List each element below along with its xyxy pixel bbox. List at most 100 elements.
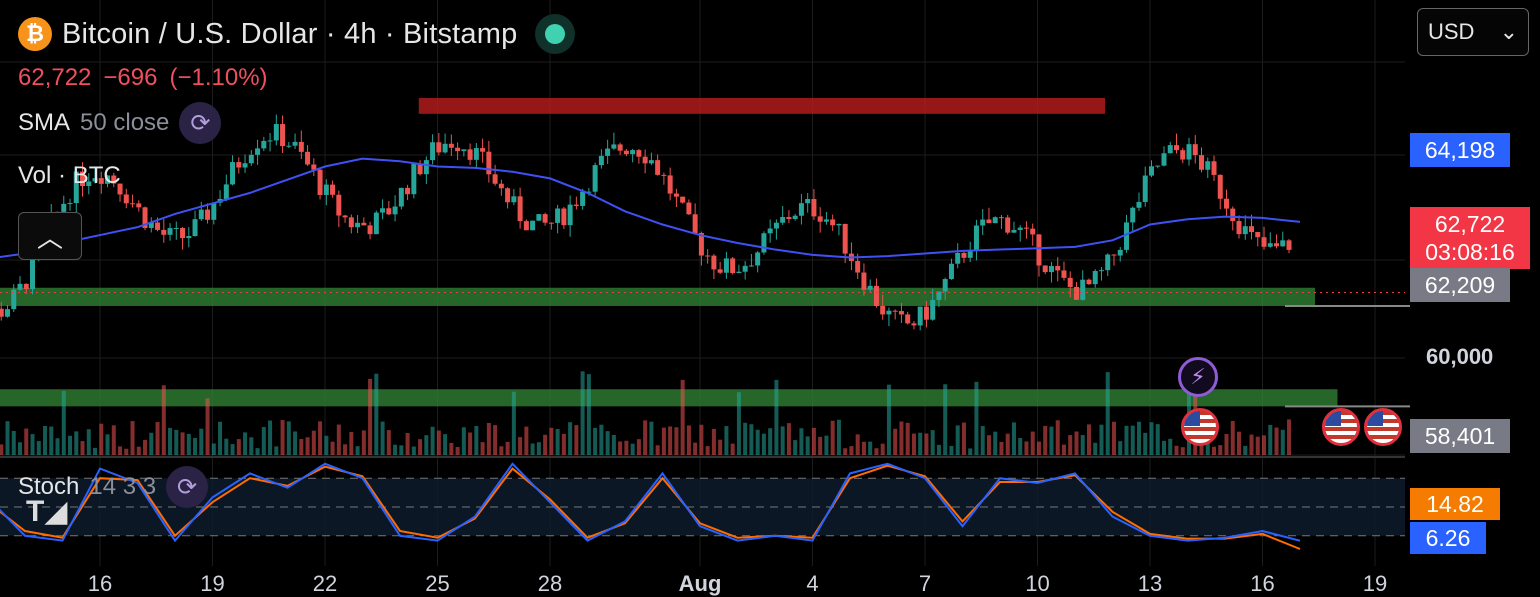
sma-name: SMA (18, 109, 71, 136)
candle-body (905, 314, 911, 324)
candle-body (786, 217, 792, 219)
candle-body (1017, 227, 1023, 230)
volume-bar (568, 422, 573, 455)
symbol-header[interactable]: ₿ Bitcoin / U.S. Dollar · 4h · Bitstamp (18, 14, 576, 54)
volume-bar (868, 441, 873, 455)
volume-bar (811, 427, 816, 455)
stoch-indicator-legend[interactable]: Stoch 14 3 3 ⟳ (18, 466, 209, 508)
market-open-icon[interactable] (535, 14, 576, 54)
volume-bar (724, 426, 729, 455)
candle-body (148, 222, 154, 228)
candle-body (167, 228, 173, 235)
volume-bar (0, 444, 4, 455)
candle-body (580, 191, 586, 206)
volume-bar (849, 446, 854, 455)
volume-bar (1068, 435, 1073, 455)
volume-bar (699, 424, 704, 455)
volume-bar (361, 430, 366, 455)
candle-body (623, 150, 629, 155)
volume-bar (911, 433, 916, 455)
candle-body (780, 217, 786, 223)
volume-bar (686, 425, 691, 455)
candle-body (980, 219, 986, 226)
candle-body (1255, 232, 1261, 238)
candle-body (680, 196, 686, 203)
candle-body (842, 223, 848, 254)
candle-body (117, 183, 123, 195)
candle-body (11, 289, 17, 310)
volume-bar (780, 426, 785, 455)
volume-indicator-legend[interactable]: Vol · BTC (18, 162, 121, 190)
volume-bar (968, 448, 973, 455)
currency-select[interactable]: USD ⌄ (1417, 8, 1529, 56)
us-flag-icon[interactable] (1322, 408, 1360, 446)
candle-body (336, 194, 342, 216)
candle-body (1123, 222, 1129, 250)
volume-bar (755, 429, 760, 455)
volume-bar (936, 444, 941, 455)
volume-bar (5, 421, 10, 455)
candle-body (461, 149, 467, 152)
candle-body (261, 140, 267, 149)
x-tick-label: 16 (87, 571, 113, 596)
volume-bar (30, 434, 35, 455)
candle-body (923, 306, 929, 320)
last-price: 62,722 (18, 64, 92, 91)
candle-body (86, 181, 92, 186)
stoch-k-tag: 14.82 (1410, 488, 1500, 520)
volume-bar (449, 442, 454, 455)
chevron-down-icon: ⌄ (1499, 19, 1518, 44)
lightning-icon[interactable]: ⚡ (1178, 357, 1218, 397)
stoch-params: 14 3 3 (89, 473, 157, 500)
volume-bar (555, 429, 560, 455)
volume-bar (599, 424, 604, 455)
volume-bar (1218, 445, 1223, 455)
volume-bar (1180, 447, 1185, 455)
volume-bar (486, 422, 491, 455)
us-flag-icon[interactable] (1181, 408, 1219, 446)
volume-bar (730, 443, 735, 455)
candle-body (630, 150, 636, 155)
volume-bar (774, 379, 779, 455)
zones (0, 98, 1410, 408)
volume-bar (111, 425, 116, 455)
collapse-legend-button[interactable]: ︿ (18, 212, 82, 260)
candle-body (1092, 271, 1098, 285)
candle-body (586, 191, 592, 193)
volume-bar (161, 385, 166, 455)
volume-bar (830, 420, 835, 455)
volume-bar (386, 430, 391, 455)
volume-bar (693, 442, 698, 455)
candle-body (742, 265, 748, 272)
candle-body (186, 236, 192, 239)
candle-body (280, 124, 286, 147)
volume-bar (674, 427, 679, 455)
sma-indicator-legend[interactable]: SMA 50 close ⟳ (18, 102, 222, 144)
candle-body (380, 208, 386, 213)
x-tick-label: 22 (312, 571, 338, 596)
candle-body (323, 184, 329, 195)
volume-bar (480, 442, 485, 455)
volume-bar (518, 437, 523, 455)
candle-body (930, 299, 936, 320)
candle-body (642, 156, 648, 164)
volume-bar (274, 446, 279, 455)
candle-body (248, 154, 254, 164)
candle-body (561, 208, 567, 226)
candle-body (711, 255, 717, 270)
candle-body (1211, 161, 1217, 175)
candles (0, 114, 1292, 331)
volume-bar (886, 384, 891, 455)
volume-bar (649, 421, 654, 455)
sync-icon[interactable]: ⟳ (179, 102, 222, 144)
candle-body (111, 175, 117, 184)
volume-bar (80, 441, 85, 455)
candle-body (886, 310, 892, 315)
volume-bar (511, 391, 516, 455)
us-flag-icon[interactable] (1364, 408, 1402, 446)
sync-icon[interactable]: ⟳ (166, 466, 209, 508)
volume-bar (536, 442, 541, 455)
candle-body (330, 184, 336, 195)
candle-body (548, 222, 554, 224)
